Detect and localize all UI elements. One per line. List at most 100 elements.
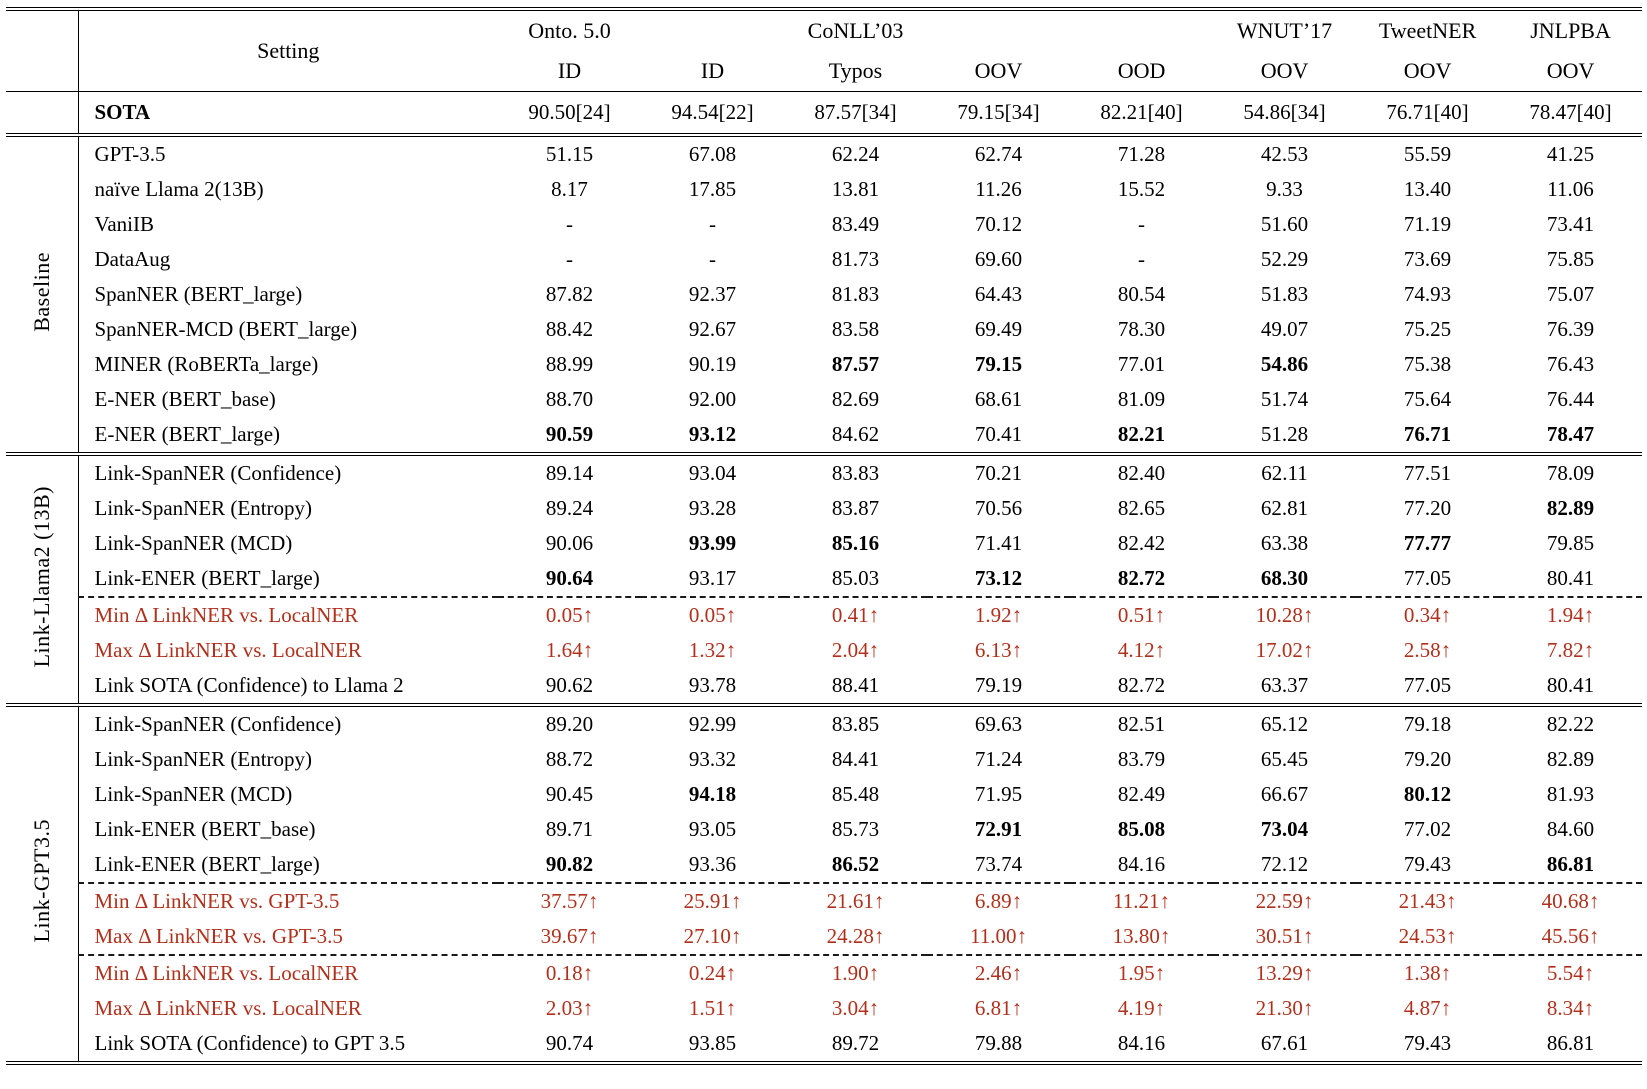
value-cell: 87.57[34] (784, 91, 927, 137)
value-cell: 87.82 (545, 282, 594, 306)
value-cell: 93.12 (641, 417, 784, 454)
value-cell: 21.30↑ (1255, 996, 1314, 1020)
value-cell: 17.85 (688, 177, 737, 201)
bold-value: 93.99 (688, 531, 737, 555)
section-label-text: Link-Llama2 (13B) (28, 485, 54, 668)
value-cell: 79.19 (974, 673, 1023, 697)
value-cell: 94.54[22] (641, 91, 784, 137)
value-cell: 89.14 (498, 452, 641, 491)
value-cell: 82.65 (1117, 496, 1166, 520)
value-cell: 94.18 (641, 777, 784, 812)
value-cell: 0.34↑ (1356, 596, 1500, 633)
value-cell: 3.04↑ (831, 996, 880, 1020)
value-cell: 77.05 (1403, 566, 1452, 590)
value-cell: 13.81 (831, 177, 880, 201)
value-cell: 92.37 (688, 282, 737, 306)
value-cell: 82.69 (831, 387, 880, 411)
value-cell: 2.58↑ (1403, 638, 1452, 662)
value-cell: 24.53↑ (1398, 924, 1457, 948)
value-cell: 4.87↑ (1403, 996, 1452, 1020)
value-cell: 77.77 (1356, 526, 1499, 561)
value-cell: 25.91↑ (641, 882, 784, 919)
bold-value: 85.16 (831, 531, 880, 555)
value-cell: 17.02↑ (1255, 638, 1314, 662)
value-cell: 11.00↑ (970, 924, 1027, 948)
section-label-text: Baseline (28, 251, 54, 332)
split-header: Typos (784, 51, 927, 92)
value-cell: 13.80↑ (1112, 924, 1171, 948)
value-cell: 54.86 (1213, 347, 1356, 382)
value-cell: 76.44 (1546, 387, 1595, 411)
table-row: Link SOTA (Confidence) to Llama 2 90.62 93… (6, 668, 1642, 705)
table-row: SpanNER-MCD (BERT_large) 88.42 92.67 83.58 6… (6, 312, 1642, 347)
value-cell: 86.81 (1546, 1031, 1595, 1055)
value-cell: 88.72 (545, 747, 594, 771)
value-cell: 84.60 (1546, 817, 1595, 841)
value-cell: 73.69 (1403, 247, 1452, 271)
table-row: Link-ENER (BERT_large) 90.82 93.36 86.52 73.… (6, 847, 1642, 883)
split-header: OOD (1070, 51, 1214, 92)
value-cell: 86.52 (784, 847, 927, 883)
value-cell: 37.57↑ (498, 882, 641, 919)
value-cell: 82.49 (1117, 782, 1166, 806)
value-cell: 88.42 (545, 317, 594, 341)
value-cell: 84.16 (1117, 1031, 1166, 1055)
paper-table-page: Setting Onto. 5.0 CoNLL’03 WNUT’17 TweetNER J… (6, 7, 1643, 1065)
value-cell: 93.36 (688, 852, 737, 876)
value-cell: 1.92↑ (927, 596, 1071, 633)
bold-value: 87.57 (831, 352, 880, 376)
row-label: VaniIB (94, 212, 155, 236)
table-row: Link-ENER (BERT_base) 89.71 93.05 85.73 72.9… (6, 812, 1642, 847)
value-cell: 82.21 (1070, 417, 1213, 454)
value-cell: 82.42 (1117, 531, 1166, 555)
results-table: Setting Onto. 5.0 CoNLL’03 WNUT’17 TweetNER J… (6, 7, 1643, 1065)
value-cell: 79.15[34] (927, 91, 1071, 137)
value-cell: 90.82 (498, 847, 641, 883)
value-cell: 62.11 (1213, 452, 1357, 491)
table-row: Link-SpanNER (Entropy) 89.24 93.28 83.87 70.… (6, 491, 1642, 526)
sota-row: SOTA 90.50[24] 94.54[22] 87.57[34] 79.15[34]… (6, 91, 1643, 137)
value-cell: 77.05 (1403, 673, 1452, 697)
row-label: Link-SpanNER (MCD) (94, 782, 293, 806)
value-cell: 9.33 (1266, 177, 1303, 201)
value-cell: 72.12 (1260, 852, 1309, 876)
value-cell: 51.28 (1260, 422, 1309, 446)
value-cell: 13.40 (1403, 177, 1452, 201)
bold-value: 80.12 (1403, 782, 1452, 806)
value-cell: 55.59 (1403, 142, 1452, 166)
table-row: SpanNER (BERT_large) 87.82 92.37 81.83 64.43… (6, 277, 1642, 312)
value-cell: 76.43 (1546, 352, 1595, 376)
value-cell: 1.90↑ (784, 954, 927, 991)
value-cell: 81.09 (1117, 387, 1166, 411)
value-cell: 83.87 (831, 496, 880, 520)
value-cell: - (1138, 247, 1146, 271)
bold-value: 93.12 (688, 422, 737, 446)
value-cell: 90.19 (688, 352, 737, 376)
value-cell: 5.54↑ (1499, 954, 1643, 991)
value-cell: 6.81↑ (974, 996, 1023, 1020)
value-cell: 93.32 (688, 747, 737, 771)
table-row: Link-SpanNER (MCD) 90.06 93.99 85.16 71.41 82… (6, 526, 1642, 561)
value-cell: 92.99 (641, 703, 784, 742)
section-label: Link-Llama2 (13B) (6, 452, 79, 705)
value-cell: 82.51 (1070, 703, 1214, 742)
value-cell: 13.29↑ (1213, 954, 1357, 991)
bold-value: 90.64 (545, 566, 594, 590)
value-cell: 80.12 (1356, 777, 1499, 812)
value-cell: 84.16 (1117, 852, 1166, 876)
value-cell: 82.72 (1070, 561, 1213, 597)
bold-value: 82.72 (1117, 566, 1166, 590)
bold-value: 76.71 (1403, 422, 1452, 446)
table-row: Link-ENER (BERT_large) 90.64 93.17 85.03 73.… (6, 561, 1642, 597)
value-cell: 79.43 (1403, 1031, 1452, 1055)
value-cell: 8.34↑ (1546, 996, 1595, 1020)
bold-value: 82.89 (1546, 496, 1595, 520)
row-label: Link-SpanNER (Entropy) (94, 747, 313, 771)
value-cell: 67.61 (1260, 1031, 1309, 1055)
value-cell: - (709, 247, 716, 271)
value-cell: 90.50[24] (498, 91, 641, 137)
row-label: E-NER (BERT_base) (94, 387, 276, 411)
value-cell: 79.88 (974, 1031, 1023, 1055)
value-cell: 21.61↑ (784, 882, 927, 919)
value-cell: 76.39 (1546, 317, 1595, 341)
